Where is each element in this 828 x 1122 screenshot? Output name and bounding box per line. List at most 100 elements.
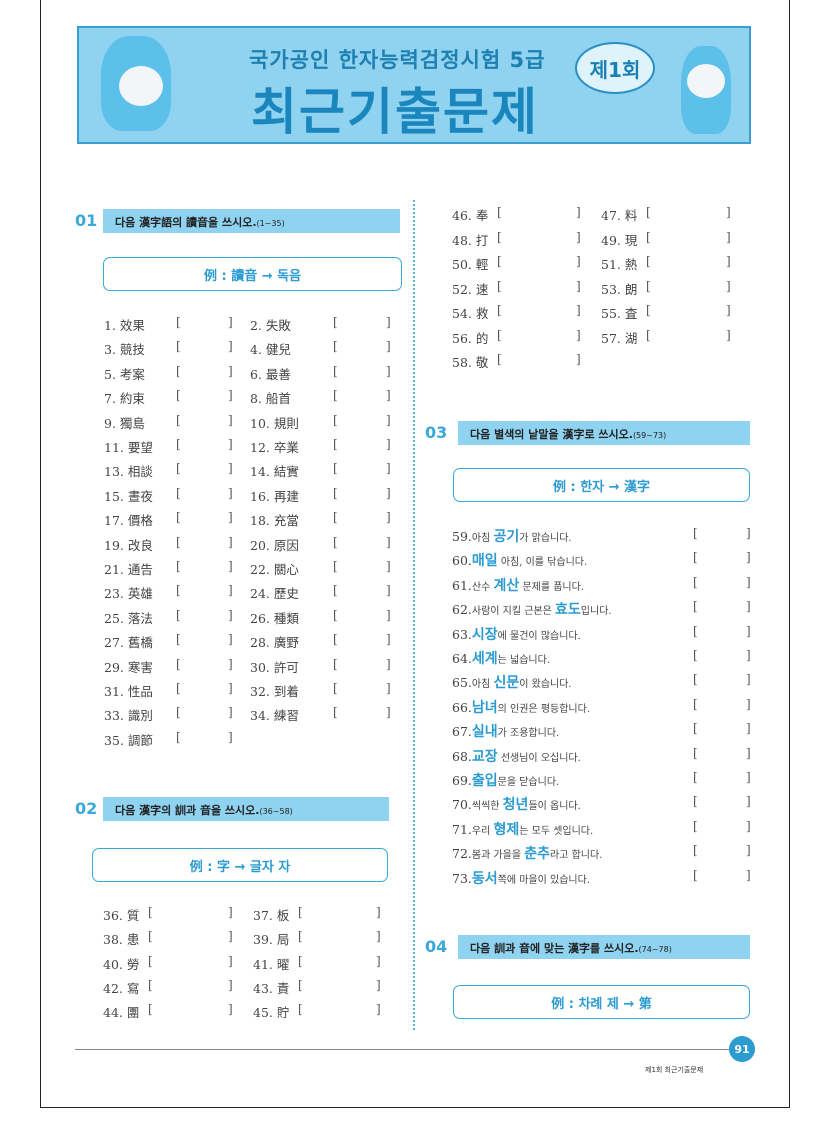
answer-bracket-open[interactable]: [ [176,315,181,329]
answer-bracket-open[interactable]: [ [693,794,698,809]
answer-bracket-open[interactable]: [ [693,623,698,638]
answer-bracket-open[interactable]: [ [333,461,338,476]
answer-bracket-close[interactable]: ] [746,770,751,784]
answer-bracket-open[interactable]: [ [176,363,181,378]
answer-bracket-open[interactable]: [ [333,607,338,622]
answer-bracket-close[interactable]: ] [386,461,391,476]
answer-bracket-open[interactable]: [ [298,953,303,968]
answer-bracket-open[interactable]: [ [497,278,502,293]
answer-bracket-open[interactable]: [ [176,559,181,573]
answer-bracket-open[interactable]: [ [333,632,338,647]
answer-bracket-close[interactable]: ] [386,437,391,451]
answer-bracket-open[interactable]: [ [176,729,181,744]
answer-bracket-open[interactable]: [ [693,599,698,614]
answer-bracket-close[interactable]: ] [228,437,233,451]
answer-bracket-close[interactable]: ] [386,583,391,598]
answer-bracket-open[interactable]: [ [333,412,338,427]
answer-bracket-close[interactable]: ] [386,315,391,329]
answer-bracket-open[interactable]: [ [176,412,181,427]
answer-bracket-close[interactable]: ] [576,327,581,342]
answer-bracket-open[interactable]: [ [333,583,338,598]
answer-bracket-open[interactable]: [ [646,229,651,244]
answer-bracket-close[interactable]: ] [576,254,581,268]
answer-bracket-close[interactable]: ] [726,229,731,244]
answer-bracket-close[interactable]: ] [228,681,233,695]
answer-bracket-open[interactable]: [ [333,510,338,525]
answer-bracket-close[interactable]: ] [228,977,233,992]
answer-bracket-open[interactable]: [ [646,327,651,342]
answer-bracket-close[interactable]: ] [228,559,233,573]
answer-bracket-open[interactable]: [ [693,550,698,565]
answer-bracket-close[interactable]: ] [386,607,391,622]
answer-bracket-open[interactable]: [ [148,929,153,944]
answer-bracket-open[interactable]: [ [693,867,698,882]
answer-bracket-close[interactable]: ] [228,705,233,720]
answer-bracket-open[interactable]: [ [333,485,338,500]
answer-bracket-open[interactable]: [ [298,977,303,992]
answer-bracket-open[interactable]: [ [298,905,303,919]
answer-bracket-close[interactable]: ] [386,656,391,671]
answer-bracket-close[interactable]: ] [386,388,391,403]
answer-bracket-close[interactable]: ] [386,339,391,354]
answer-bracket-close[interactable]: ] [228,412,233,427]
answer-bracket-close[interactable]: ] [228,905,233,919]
answer-bracket-open[interactable]: [ [497,352,502,366]
answer-bracket-close[interactable]: ] [746,623,751,638]
answer-bracket-close[interactable]: ] [746,721,751,736]
answer-bracket-open[interactable]: [ [693,745,698,760]
answer-bracket-open[interactable]: [ [497,327,502,342]
answer-bracket-close[interactable]: ] [576,205,581,219]
answer-bracket-open[interactable]: [ [298,1002,303,1017]
answer-bracket-open[interactable]: [ [176,681,181,695]
answer-bracket-close[interactable]: ] [386,363,391,378]
answer-bracket-close[interactable]: ] [386,681,391,695]
answer-bracket-open[interactable]: [ [646,303,651,317]
answer-bracket-open[interactable]: [ [497,303,502,317]
answer-bracket-open[interactable]: [ [176,607,181,622]
answer-bracket-open[interactable]: [ [176,534,181,549]
answer-bracket-close[interactable]: ] [386,534,391,549]
answer-bracket-close[interactable]: ] [386,510,391,525]
answer-bracket-close[interactable]: ] [386,632,391,647]
answer-bracket-close[interactable]: ] [726,205,731,219]
answer-bracket-close[interactable]: ] [726,278,731,293]
answer-bracket-open[interactable]: [ [176,485,181,500]
answer-bracket-open[interactable]: [ [693,526,698,540]
answer-bracket-close[interactable]: ] [746,648,751,662]
answer-bracket-close[interactable]: ] [228,1002,233,1017]
answer-bracket-open[interactable]: [ [333,534,338,549]
answer-bracket-open[interactable]: [ [176,510,181,525]
answer-bracket-open[interactable]: [ [176,437,181,451]
answer-bracket-open[interactable]: [ [176,339,181,354]
answer-bracket-close[interactable]: ] [746,574,751,589]
answer-bracket-open[interactable]: [ [333,437,338,451]
answer-bracket-close[interactable]: ] [228,953,233,968]
answer-bracket-open[interactable]: [ [148,977,153,992]
answer-bracket-close[interactable]: ] [746,745,751,760]
answer-bracket-close[interactable]: ] [576,278,581,293]
answer-bracket-open[interactable]: [ [176,656,181,671]
answer-bracket-close[interactable]: ] [746,526,751,540]
answer-bracket-close[interactable]: ] [228,461,233,476]
answer-bracket-close[interactable]: ] [726,254,731,268]
answer-bracket-close[interactable]: ] [228,929,233,944]
answer-bracket-close[interactable]: ] [746,599,751,614]
answer-bracket-open[interactable]: [ [646,205,651,219]
answer-bracket-close[interactable]: ] [746,672,751,687]
answer-bracket-close[interactable]: ] [386,559,391,573]
answer-bracket-close[interactable]: ] [746,843,751,858]
answer-bracket-open[interactable]: [ [333,388,338,403]
answer-bracket-open[interactable]: [ [497,229,502,244]
answer-bracket-open[interactable]: [ [333,705,338,720]
answer-bracket-open[interactable]: [ [333,681,338,695]
answer-bracket-close[interactable]: ] [746,818,751,833]
answer-bracket-open[interactable]: [ [693,770,698,784]
answer-bracket-close[interactable]: ] [726,303,731,317]
answer-bracket-close[interactable]: ] [228,485,233,500]
answer-bracket-close[interactable]: ] [746,867,751,882]
answer-bracket-close[interactable]: ] [228,388,233,403]
answer-bracket-close[interactable]: ] [376,929,381,944]
answer-bracket-close[interactable]: ] [228,510,233,525]
answer-bracket-open[interactable]: [ [176,632,181,647]
answer-bracket-close[interactable]: ] [576,303,581,317]
